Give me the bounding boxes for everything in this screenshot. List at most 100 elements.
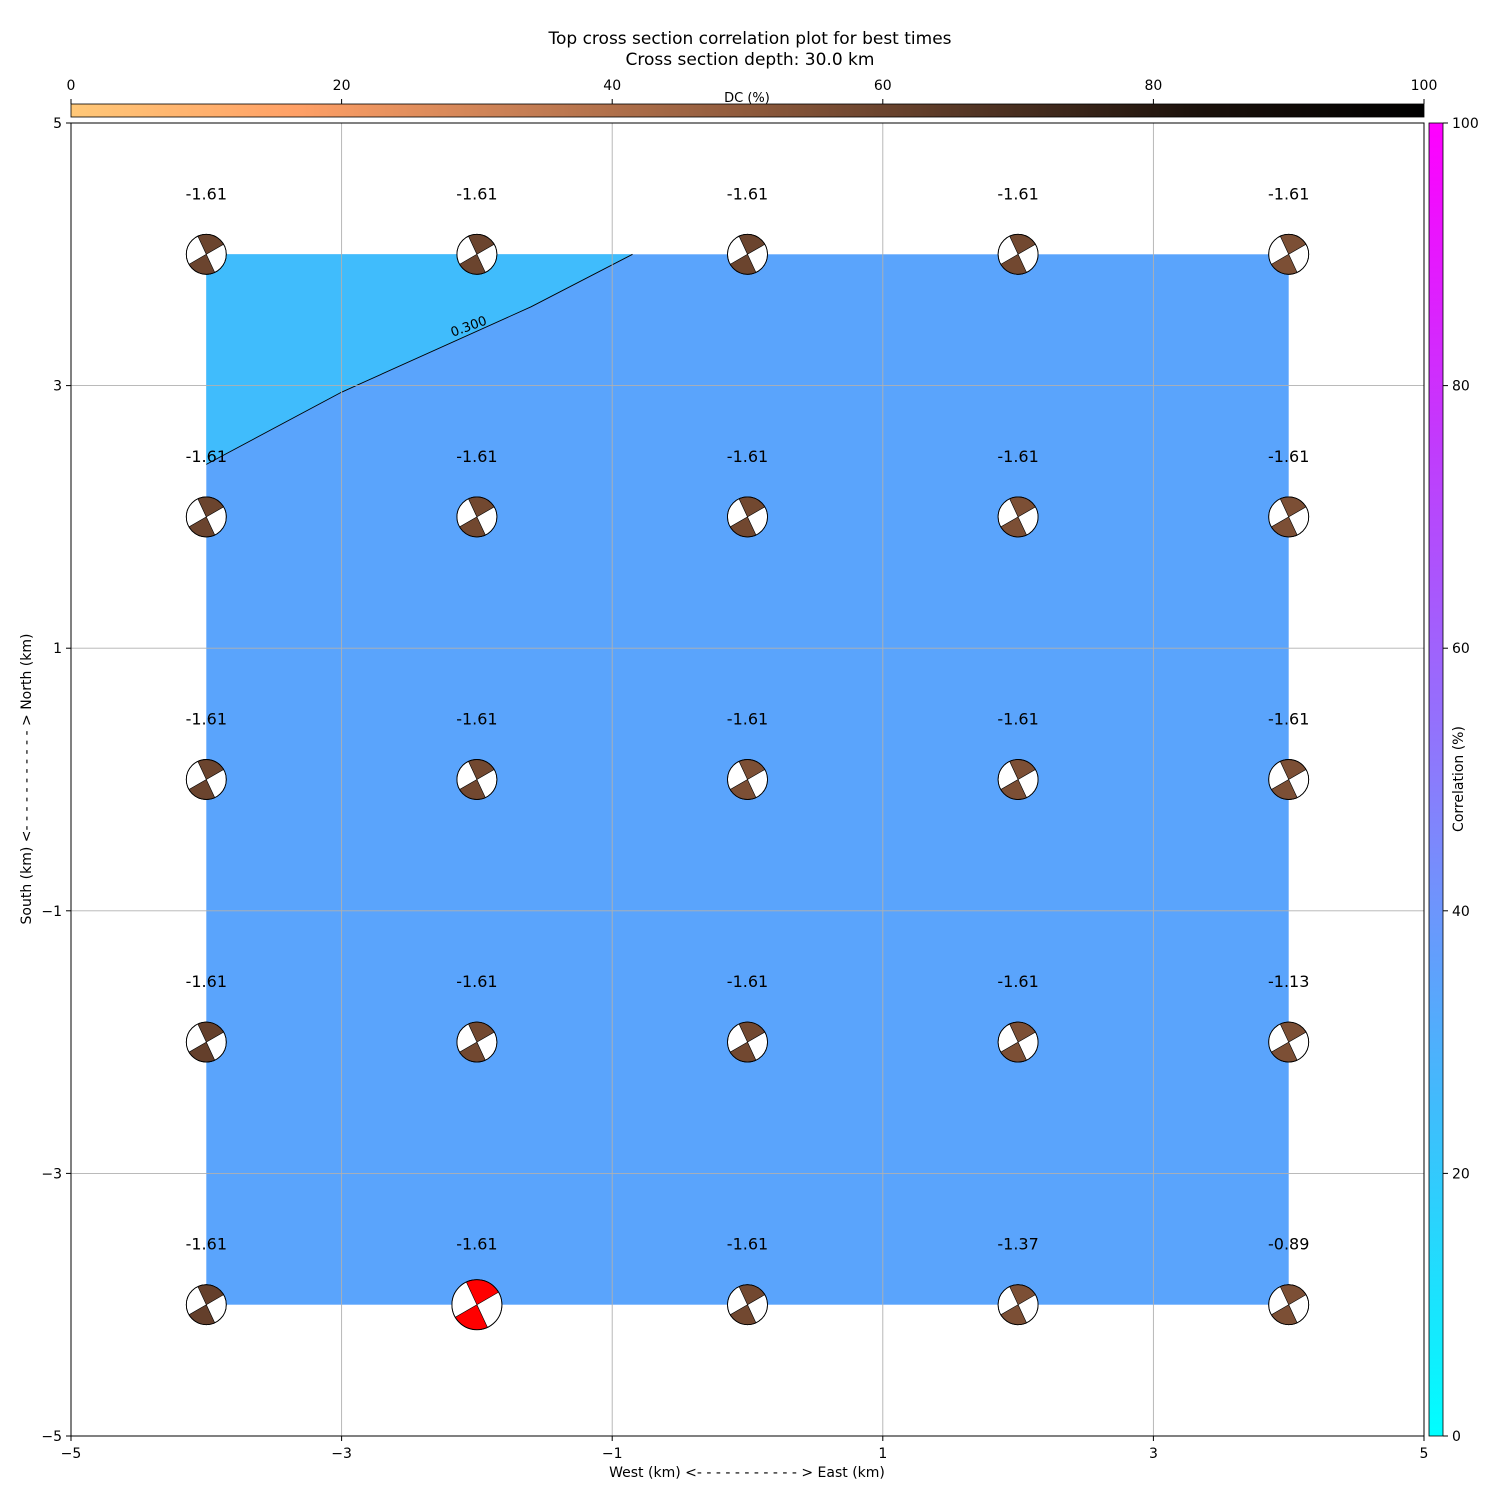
dc-colorbar-label: DC (%)	[724, 91, 770, 106]
grid-point-marker	[456, 496, 498, 538]
beachball-outline	[456, 496, 498, 538]
grid-point-value: -1.61	[997, 972, 1038, 991]
y-tick-label: 1	[53, 641, 62, 657]
chart-title: Top cross section correlation plot for b…	[547, 29, 951, 49]
correlation-fill-low	[206, 254, 633, 465]
correlation-colorbar	[1428, 122, 1444, 1437]
grid-point-value: -1.61	[186, 710, 227, 729]
grid-point-marker	[997, 233, 1039, 275]
beachball-outline	[727, 233, 768, 275]
correlation-tick-label: 80	[1452, 379, 1470, 395]
beachball-outline	[185, 496, 227, 538]
dc-tick-label: 20	[333, 78, 351, 94]
dc-tick-label: 60	[874, 78, 892, 94]
grid-point-value: -1.61	[727, 184, 768, 203]
grid-point-marker	[456, 233, 498, 275]
beachball-outline	[1268, 1284, 1310, 1326]
best-solution-marker	[451, 1279, 503, 1331]
beachball-outline	[185, 759, 227, 800]
beachball-outline	[456, 759, 498, 800]
grid-point-value: -1.61	[727, 1235, 768, 1254]
grid-point-marker	[1268, 1021, 1310, 1063]
grid-point-marker	[997, 1284, 1039, 1326]
beachball-outline	[727, 1284, 768, 1326]
correlation-tick-label: 40	[1452, 904, 1470, 920]
dc-tick-label: 40	[603, 78, 621, 94]
grid-point-marker	[727, 759, 768, 800]
correlation-tick-label: 20	[1452, 1166, 1470, 1182]
grid-point-value: -1.61	[727, 447, 768, 466]
beachball-outline	[727, 759, 768, 800]
grid-point-marker	[997, 759, 1039, 800]
beachball-outline	[456, 1021, 498, 1063]
grid-point-value: -1.61	[1268, 184, 1309, 203]
grid-point-value: -1.61	[456, 972, 497, 991]
grid-point-marker	[1268, 1284, 1310, 1326]
dc-colorbar	[70, 103, 1425, 118]
beachball-outline	[727, 1021, 768, 1063]
dc-tick-label: 0	[67, 78, 76, 94]
grid-point-value: -0.89	[1268, 1235, 1309, 1254]
chart-subtitle: Cross section depth: 30.0 km	[626, 50, 875, 70]
grid-point-value: -1.61	[727, 972, 768, 991]
y-tick-label: 5	[53, 116, 62, 132]
correlation-colorbar-label: Correlation (%)	[1451, 726, 1467, 832]
grid-point-marker	[997, 496, 1039, 538]
y-tick-label: −1	[41, 904, 62, 920]
grid-point-marker	[185, 233, 227, 275]
beachball-outline	[185, 1284, 227, 1326]
grid-point-marker	[727, 233, 768, 275]
beachball-outline	[997, 759, 1039, 800]
beachball-outline	[1268, 759, 1310, 800]
x-tick-label: −5	[61, 1446, 82, 1462]
contour-line	[206, 253, 633, 465]
grid-point-value: -1.61	[456, 447, 497, 466]
grid-point-marker	[997, 1021, 1039, 1063]
beachball-outline	[456, 233, 498, 275]
y-tick-label: −3	[41, 1166, 62, 1182]
beachball-outline	[451, 1279, 503, 1331]
grid-point-value: -1.61	[997, 184, 1038, 203]
y-tick-label: −5	[41, 1429, 62, 1445]
grid-point-value: -1.61	[1268, 710, 1309, 729]
grid-point-value: -1.61	[727, 710, 768, 729]
x-tick-label: 3	[1149, 1446, 1158, 1462]
dc-tick-label: 80	[1144, 78, 1162, 94]
grid-point-marker	[456, 1021, 498, 1063]
x-tick-label: 5	[1420, 1446, 1429, 1462]
y-tick-label: 3	[53, 379, 62, 395]
x-tick-label: −1	[602, 1446, 623, 1462]
x-tick-label: −3	[331, 1446, 352, 1462]
grid-point-value: -1.61	[456, 710, 497, 729]
grid-point-marker	[185, 1021, 227, 1063]
grid-point-marker	[185, 759, 227, 800]
grid-point-marker	[727, 496, 768, 538]
x-axis-label: West (km) <- - - - - - - - - - - > East …	[609, 1465, 885, 1481]
grid-point-marker	[185, 496, 227, 538]
grid-point-marker	[1268, 233, 1310, 275]
dc-tick-label: 100	[1411, 78, 1438, 94]
correlation-tick-label: 100	[1452, 116, 1479, 132]
grid-point-marker	[727, 1284, 768, 1326]
grid-point-marker	[185, 1284, 227, 1326]
correlation-tick-label: 0	[1452, 1429, 1461, 1445]
grid-point-value: -1.13	[1268, 972, 1309, 991]
grid-point-value: -1.61	[456, 184, 497, 203]
beachball-outline	[1268, 1021, 1310, 1063]
beachball-outline	[997, 233, 1039, 275]
grid-point-marker	[456, 759, 498, 800]
beachball-outline	[997, 496, 1039, 538]
grid-point-marker	[1268, 759, 1310, 800]
grid-point-value: -1.61	[186, 1235, 227, 1254]
x-tick-label: 1	[878, 1446, 887, 1462]
beachball-outline	[185, 233, 227, 275]
correlation-tick-label: 60	[1452, 641, 1470, 657]
grid-point-marker	[1268, 496, 1310, 538]
beachball-outline	[727, 496, 768, 538]
grid-point-value: -1.61	[997, 447, 1038, 466]
beachball-outline	[997, 1021, 1039, 1063]
beachball-outline	[1268, 496, 1310, 538]
grid-point-value: -1.61	[456, 1235, 497, 1254]
